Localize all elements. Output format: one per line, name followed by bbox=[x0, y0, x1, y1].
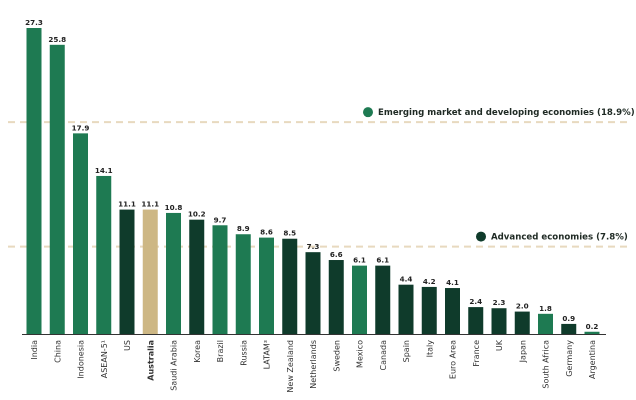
category-label: Indonesia bbox=[77, 340, 86, 379]
category-label: US bbox=[123, 340, 132, 351]
category-label: Russia bbox=[239, 340, 248, 366]
category-label: Euro Area bbox=[449, 340, 458, 379]
bar-brazil bbox=[212, 225, 228, 334]
value-label: 2.3 bbox=[493, 298, 506, 307]
category-label: South Africa bbox=[542, 340, 551, 389]
category-label: Italy bbox=[425, 340, 434, 358]
bar-china bbox=[49, 44, 65, 335]
value-label: 4.1 bbox=[446, 278, 459, 287]
bar-euro-area bbox=[445, 288, 460, 334]
category-label: China bbox=[53, 340, 62, 363]
value-label: 10.8 bbox=[165, 203, 183, 212]
category-label: Netherlands bbox=[309, 340, 318, 389]
value-label: 4.2 bbox=[423, 277, 436, 286]
value-label: 11.1 bbox=[118, 200, 136, 209]
value-label: 9.7 bbox=[214, 215, 227, 224]
bar-sweden bbox=[328, 260, 344, 334]
bar-south-africa bbox=[538, 313, 553, 334]
value-label: 2.0 bbox=[516, 302, 529, 311]
category-label: Japan bbox=[518, 340, 527, 363]
reference-lines bbox=[8, 121, 628, 248]
value-label: 25.8 bbox=[48, 35, 66, 44]
category-label: Argentina bbox=[588, 340, 597, 379]
bar-russia bbox=[235, 234, 251, 334]
category-label: Sweden bbox=[332, 340, 341, 372]
bar-korea bbox=[189, 219, 205, 334]
bar-indonesia bbox=[73, 133, 88, 334]
value-label: 6.1 bbox=[376, 256, 389, 265]
category-label: India bbox=[30, 340, 39, 360]
value-label: 0.9 bbox=[562, 314, 575, 323]
value-label: 8.6 bbox=[260, 228, 273, 237]
value-label: 6.6 bbox=[330, 250, 343, 259]
value-label: 27.3 bbox=[25, 18, 43, 27]
value-label: 11.1 bbox=[141, 200, 159, 209]
value-label: 4.4 bbox=[400, 275, 413, 284]
value-labels: 27.3 25.8 17.9 14.1 11.1 11.1 10.8 10.2 9.7 8.9 8.… bbox=[25, 18, 598, 331]
value-label: 17.9 bbox=[72, 123, 90, 132]
bar-france bbox=[468, 307, 484, 334]
value-label: 1.8 bbox=[539, 304, 552, 313]
value-label: 7.3 bbox=[307, 242, 320, 251]
category-label: UK bbox=[495, 339, 504, 351]
bar-india bbox=[26, 28, 42, 334]
bar-argentina bbox=[584, 331, 600, 334]
category-label: Australia bbox=[146, 340, 155, 381]
bar-australia bbox=[142, 209, 158, 334]
bar-netherlands bbox=[305, 252, 321, 334]
bar-new-zealand bbox=[282, 238, 298, 334]
bar-spain bbox=[398, 284, 414, 334]
bar-uk bbox=[491, 308, 507, 334]
bars bbox=[26, 28, 600, 335]
value-label: 6.1 bbox=[353, 256, 366, 265]
bar-germany bbox=[561, 323, 577, 334]
category-label: Brazil bbox=[216, 340, 225, 362]
bar-italy bbox=[421, 286, 437, 334]
value-label: 14.1 bbox=[95, 166, 113, 175]
category-label: Canada bbox=[379, 340, 388, 371]
bar-latam- bbox=[259, 237, 274, 334]
bar-japan bbox=[514, 311, 530, 334]
category-label: France bbox=[472, 340, 481, 367]
category-label: Mexico bbox=[356, 340, 365, 368]
value-label: 0.2 bbox=[586, 322, 599, 331]
category-label: ASEAN-5¹ bbox=[100, 340, 109, 378]
category-label: Germany bbox=[565, 340, 574, 377]
bar-saudi-arabia bbox=[166, 212, 181, 334]
category-label: Spain bbox=[402, 340, 411, 362]
bar-canada bbox=[375, 265, 391, 334]
legend-dot-emerging bbox=[363, 107, 373, 118]
bar-mexico bbox=[352, 265, 367, 334]
reference-label-emerging: Emerging market and developing economies… bbox=[378, 108, 635, 118]
reference-annotations: Emerging market and developing economies… bbox=[363, 107, 635, 243]
category-label: Saudi Arabia bbox=[170, 340, 179, 391]
category-label: LATAM³ bbox=[263, 340, 272, 369]
value-label: 8.5 bbox=[283, 229, 296, 238]
category-label: Korea bbox=[193, 340, 202, 363]
category-labels: India China Indonesia ASEAN-5¹ US Australia Sa… bbox=[30, 339, 597, 392]
category-label: New Zealand bbox=[286, 340, 295, 393]
legend-dot-advanced bbox=[476, 231, 486, 242]
reference-label-advanced: Advanced economies (7.8%) bbox=[491, 233, 628, 243]
value-label: 8.9 bbox=[237, 224, 250, 233]
value-label: 2.4 bbox=[469, 297, 482, 306]
bar-asean-5- bbox=[96, 175, 112, 334]
value-label: 10.2 bbox=[188, 210, 206, 219]
bar-us bbox=[119, 209, 135, 334]
